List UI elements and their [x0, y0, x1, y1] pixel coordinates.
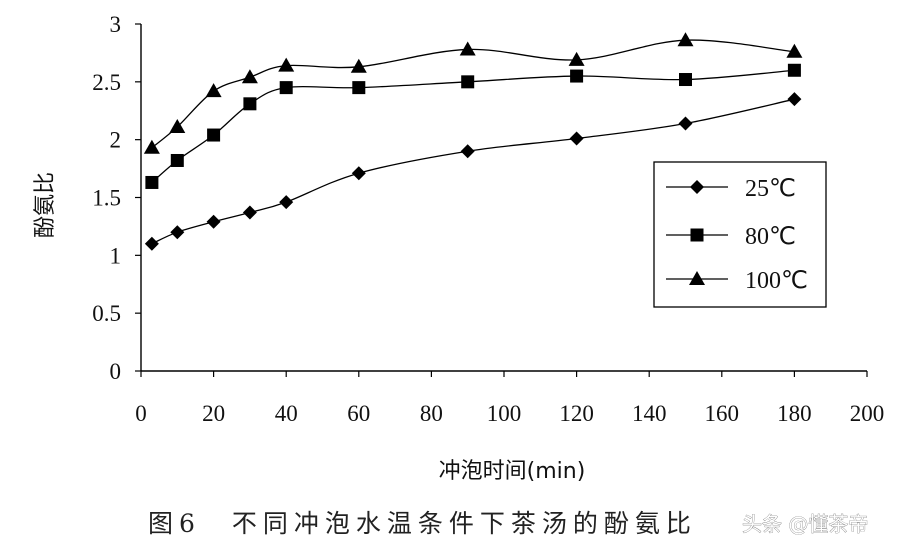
- x-tick-label: 60: [347, 401, 370, 426]
- data-point: [143, 139, 160, 154]
- watermark: 头条 @懂茶帝: [742, 512, 868, 536]
- data-point: [569, 131, 584, 146]
- legend: 25℃ 80℃ 100℃: [653, 161, 827, 308]
- y-tick-label: 0: [110, 359, 122, 384]
- data-point: [787, 92, 802, 107]
- legend-item: 80℃: [666, 224, 796, 250]
- data-point: [207, 128, 221, 142]
- figure-caption: 图6 不同冲泡水温条件下茶汤的酚氨比: [148, 509, 697, 538]
- x-tick-label: 0: [135, 401, 147, 426]
- x-tick-label: 140: [632, 401, 667, 426]
- data-point: [242, 205, 257, 220]
- legend-items: 25℃ 80℃ 100℃: [666, 176, 808, 294]
- x-tick-label: 160: [705, 401, 740, 426]
- data-point: [677, 32, 694, 47]
- x-tick-label: 180: [777, 401, 812, 426]
- y-tick-label: 2.5: [92, 70, 121, 95]
- series-diamond: [144, 92, 802, 251]
- legend-item: 100℃: [666, 268, 808, 294]
- data-point: [278, 57, 295, 72]
- data-point: [570, 69, 584, 83]
- data-point: [679, 73, 692, 87]
- series-layer: [143, 32, 803, 251]
- data-point: [350, 58, 367, 73]
- legend-marker: [690, 228, 704, 242]
- data-point: [241, 69, 258, 84]
- data-point: [144, 236, 159, 251]
- x-tick-label: 40: [275, 401, 298, 426]
- data-point: [279, 195, 294, 210]
- data-point: [170, 153, 184, 167]
- data-point: [786, 43, 803, 58]
- data-point: [352, 81, 366, 95]
- data-point: [787, 63, 801, 77]
- data-point: [169, 118, 186, 133]
- data-point: [461, 75, 475, 89]
- x-axis-title: 冲泡时间(min): [439, 459, 586, 484]
- legend-marker: [690, 180, 704, 194]
- y-tick-label: 0.5: [92, 301, 121, 326]
- legend-item: 25℃: [666, 176, 796, 202]
- legend-marker: [689, 271, 705, 285]
- x-axis-ticks: 0 20 40 60 80 100 120 140 160 180 200: [135, 371, 884, 426]
- x-tick-label: 200: [850, 401, 885, 426]
- y-tick-label: 1: [110, 243, 122, 268]
- y-axis-ticks: 0 0.5 1 1.5 2 2.5 3: [92, 12, 141, 384]
- y-tick-label: 1.5: [92, 186, 121, 211]
- series-square: [145, 63, 801, 189]
- y-tick-label: 3: [110, 12, 122, 37]
- data-point: [145, 175, 159, 189]
- data-point: [460, 144, 475, 159]
- data-point: [170, 225, 185, 240]
- data-point: [568, 51, 585, 66]
- data-point: [243, 97, 257, 111]
- x-tick-label: 80: [420, 401, 443, 426]
- y-tick-label: 2: [110, 128, 122, 153]
- x-tick-label: 100: [487, 401, 522, 426]
- data-point: [459, 41, 476, 56]
- legend-label: 25℃: [745, 176, 796, 202]
- data-point: [205, 83, 222, 98]
- x-tick-label: 120: [559, 401, 594, 426]
- x-tick-label: 20: [202, 401, 225, 426]
- y-axis-title: 酚氨比: [33, 172, 58, 238]
- data-point: [206, 214, 221, 229]
- series-line: [151, 39, 795, 149]
- data-point: [351, 166, 366, 181]
- data-point: [678, 116, 693, 131]
- series-triangle: [143, 32, 803, 154]
- data-point: [279, 81, 293, 95]
- legend-label: 80℃: [745, 224, 796, 250]
- legend-label: 100℃: [745, 268, 808, 294]
